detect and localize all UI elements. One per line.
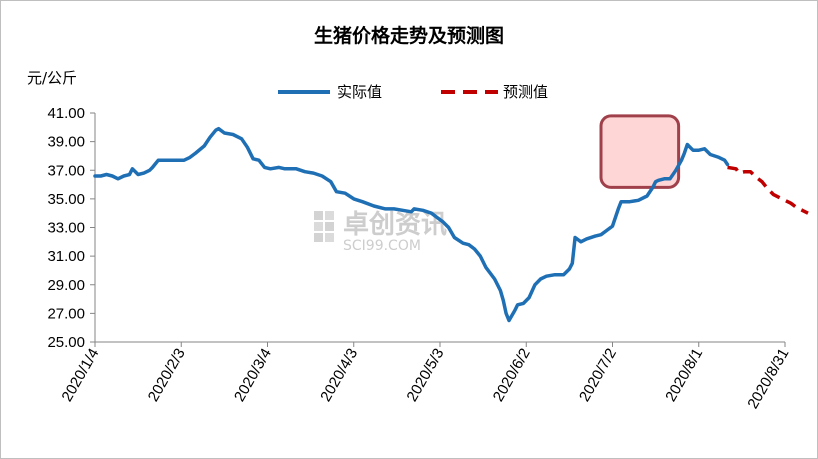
watermark-text-en: SCI99.COM <box>343 238 421 254</box>
watermark-logo-icon <box>325 222 334 231</box>
series-line-actual <box>93 126 730 323</box>
watermark: 卓创资讯 SCI99.COM <box>314 210 447 254</box>
chart-title: 生猪价格走势及预测图 <box>314 24 504 47</box>
x-tick-label: 2020/1/4 <box>59 346 103 405</box>
watermark-logo-icon <box>314 211 323 220</box>
y-tick-label: 35.00 <box>47 191 85 208</box>
y-tick-label: 37.00 <box>47 162 85 179</box>
watermark-text-cn: 卓创资讯 <box>343 210 447 240</box>
watermark-logo-icon <box>325 233 334 242</box>
series-layer <box>93 126 809 323</box>
y-axis-unit-label: 元/公斤 <box>27 69 77 87</box>
x-tick-label: 2020/5/3 <box>404 346 448 405</box>
x-tick-label: 2020/6/2 <box>490 346 534 405</box>
x-tick-label: 2020/8/31 <box>744 346 792 412</box>
legend: 实际值 预测值 <box>278 83 548 101</box>
y-tick-label: 33.00 <box>47 220 85 237</box>
watermark-logo-icon <box>314 222 323 231</box>
x-ticks: 2020/1/4 2020/2/3 2020/3/4 2020/4/3 2020/5/3… <box>59 342 792 412</box>
highlight-box <box>599 114 681 189</box>
series-line-forecast <box>727 165 809 215</box>
x-tick-label: 2020/4/3 <box>317 346 361 405</box>
x-tick-label: 2020/2/3 <box>145 346 189 405</box>
y-tick-label: 31.00 <box>47 248 85 265</box>
y-ticks: 25.00 27.00 29.00 31.00 33.00 35.00 37.00 39.00… <box>47 105 95 351</box>
watermark-logo-icon <box>314 233 323 242</box>
y-tick-label: 39.00 <box>47 134 85 151</box>
y-tick-label: 27.00 <box>47 305 85 322</box>
y-tick-label: 41.00 <box>47 105 85 122</box>
x-tick-label: 2020/3/4 <box>231 346 275 405</box>
y-tick-label: 25.00 <box>47 334 85 351</box>
legend-label-forecast: 预测值 <box>503 83 548 101</box>
y-tick-label: 29.00 <box>47 277 85 294</box>
x-tick-label: 2020/7/2 <box>576 346 620 405</box>
x-tick-label: 2020/8/1 <box>662 346 706 405</box>
legend-label-actual: 实际值 <box>337 83 382 101</box>
watermark-logo-icon <box>325 211 334 220</box>
